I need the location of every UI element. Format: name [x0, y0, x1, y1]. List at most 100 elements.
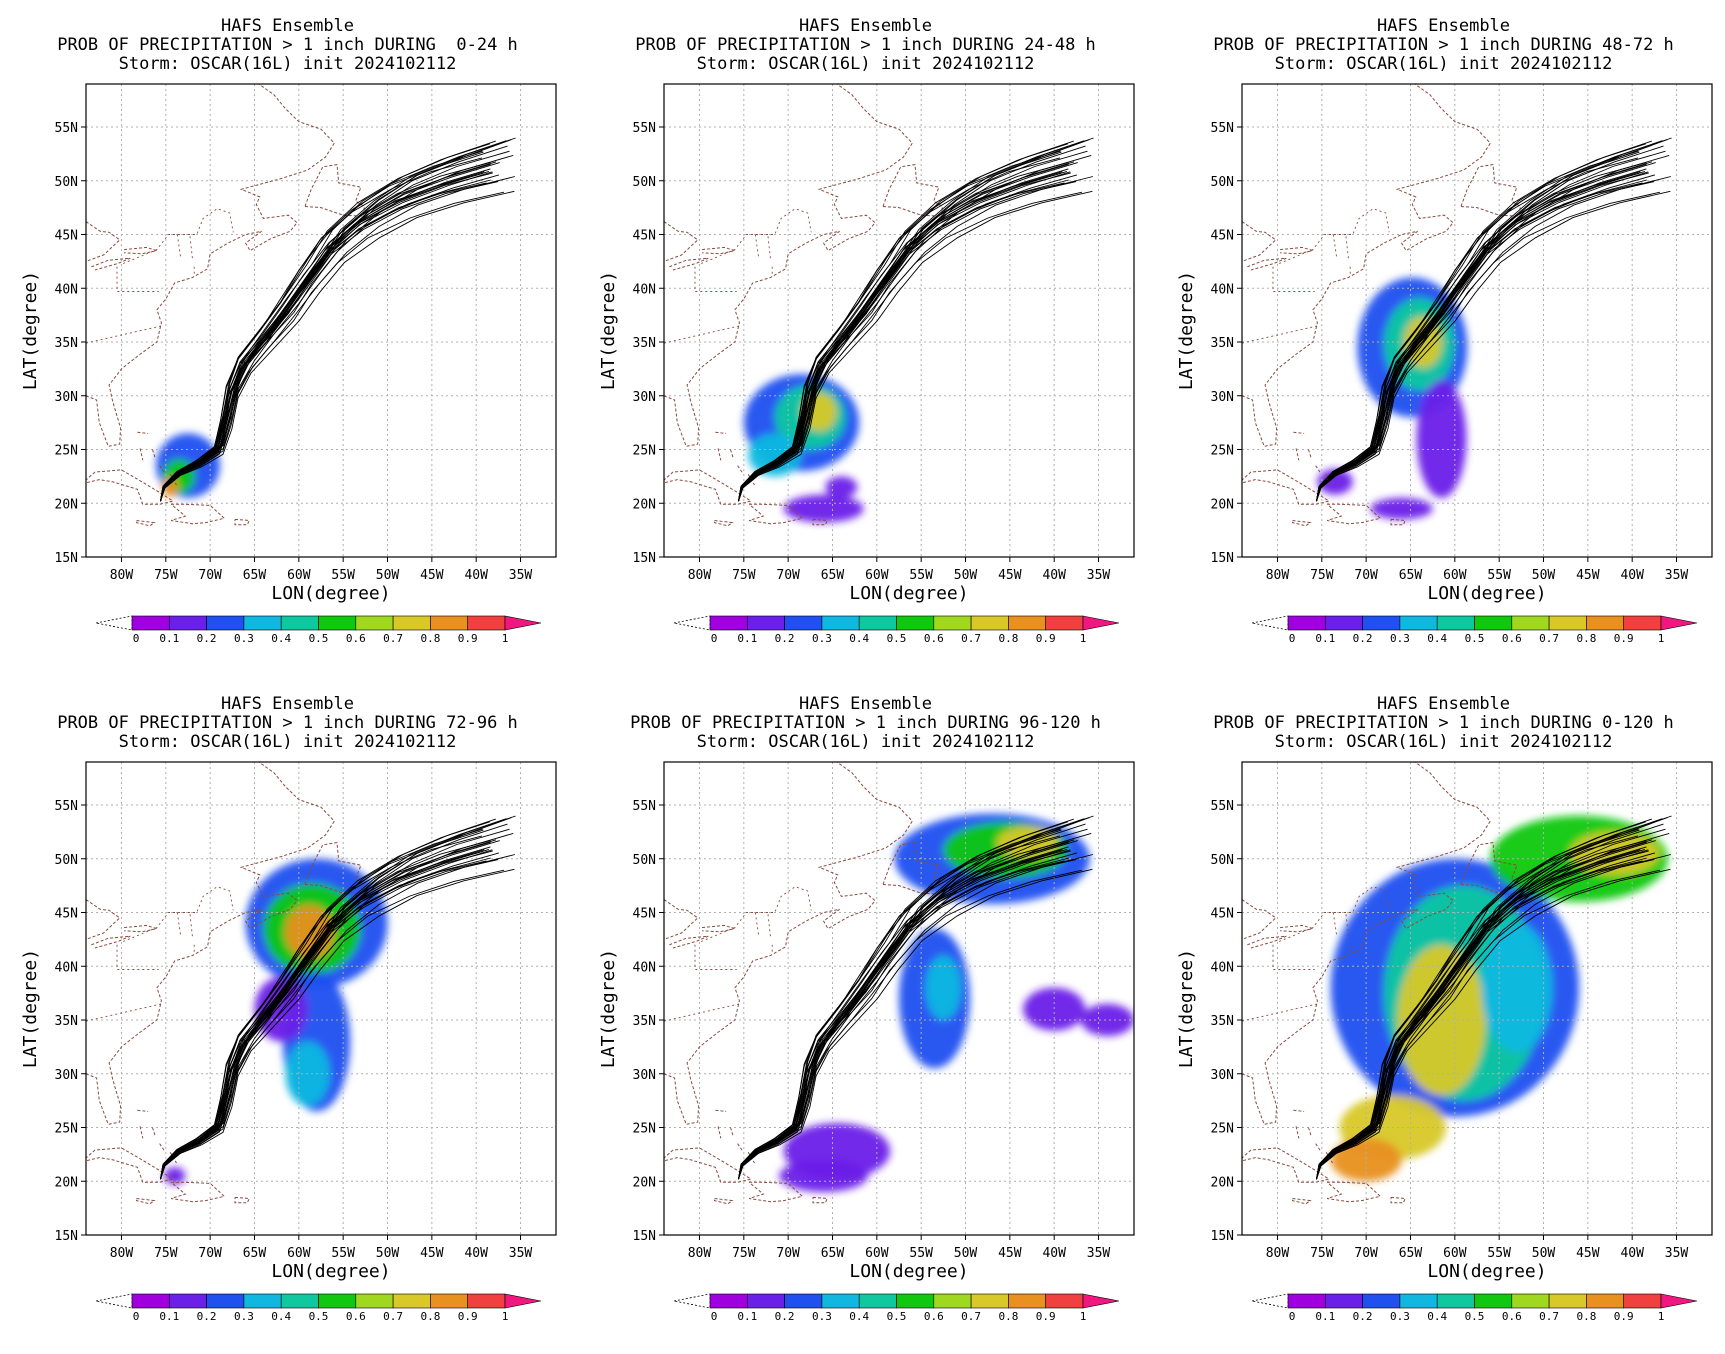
- colorbar-label: 0: [711, 632, 718, 645]
- colorbar-label: 0.9: [1614, 1310, 1634, 1323]
- precip-blob: [1481, 923, 1553, 1053]
- colorbar: 0 0.1 0.2 0.3 0.4 0.5 0.6 0.7 0.8 0.9 1: [673, 1293, 1120, 1323]
- storm-line: Storm: OSCAR(16L) init 2024102112: [1274, 732, 1613, 752]
- state-border: [86, 1003, 162, 1022]
- lon-tick-label: 75W: [1310, 1246, 1334, 1261]
- lat-tick-label: 25N: [633, 1122, 656, 1137]
- lat-tick-label: 45N: [1211, 907, 1234, 922]
- lon-tick-label: 75W: [1310, 568, 1334, 583]
- lat-tick-label: 25N: [55, 1122, 78, 1137]
- colorbar-label: 0.6: [346, 632, 366, 645]
- storm-track: [1316, 191, 1661, 502]
- colorbar-label: 0.1: [159, 632, 179, 645]
- map-area: [86, 84, 556, 557]
- state-border: [754, 912, 760, 938]
- precip-blob: [779, 1159, 868, 1192]
- storm-track: [738, 191, 1083, 502]
- lat-tick-label: 45N: [1211, 229, 1234, 244]
- state-border: [1345, 912, 1349, 937]
- map-plot: 80W 75W 70W 65W 60W 55W 50W 45W 40W 35W 55N 50N 45N 4…: [598, 761, 1135, 1323]
- storm-track: [738, 179, 1069, 502]
- coastline: [702, 924, 736, 933]
- panel-title: HAFS Ensemble: [798, 694, 933, 714]
- lon-tick-label: 45W: [1576, 568, 1600, 583]
- lon-tick-label: 75W: [154, 1246, 178, 1261]
- lon-tick-label: 45W: [420, 1246, 444, 1261]
- plot-frame: [1241, 83, 1713, 558]
- precip-field: [743, 374, 864, 523]
- storm-track: [160, 151, 484, 502]
- colorbar-label: 0.9: [458, 1310, 478, 1323]
- colorbar-label: 0.4: [1427, 632, 1447, 645]
- lon-tick-label: 55W: [909, 1246, 933, 1261]
- storm-track: [738, 869, 1083, 1180]
- coastline: [737, 1143, 743, 1151]
- storm-track: [160, 869, 505, 1180]
- panel-subtitle: PROB OF PRECIPITATION > 1 inch DURING 48…: [1213, 35, 1674, 55]
- y-axis-label: LAT(degree): [598, 949, 619, 1068]
- coastline: [1390, 1196, 1406, 1204]
- lat-tick-label: 45N: [55, 229, 78, 244]
- map-area: [86, 762, 556, 1235]
- colorbar-label: 1: [502, 632, 509, 645]
- colorbar-label: 0.5: [887, 1310, 907, 1323]
- lon-tick-label: 55W: [331, 568, 355, 583]
- coastline: [304, 842, 366, 895]
- state-border: [701, 208, 812, 264]
- coastline: [137, 431, 149, 434]
- storm-track: [738, 145, 1086, 502]
- colorbar-label: 1: [1080, 1310, 1087, 1323]
- coastline: [715, 1109, 727, 1112]
- colorbar-swatch: [1008, 1293, 1046, 1309]
- colorbar-label: 0.3: [812, 632, 832, 645]
- coastline: [1292, 520, 1312, 527]
- colorbar-label: 0: [1289, 632, 1296, 645]
- lat-tick-label: 50N: [633, 175, 656, 190]
- coastline: [1242, 469, 1331, 505]
- colorbar-swatch: [1548, 615, 1587, 631]
- coastline: [86, 221, 121, 262]
- coastline: [234, 518, 250, 526]
- lat-tick-label: 35N: [1211, 336, 1234, 351]
- storm-track: [1316, 823, 1664, 1180]
- lat-tick-label: 15N: [1211, 551, 1234, 566]
- colorbar-label: 0.3: [1390, 1310, 1410, 1323]
- lat-tick-label: 40N: [1211, 960, 1234, 975]
- colorbar-label: 0.5: [1465, 632, 1485, 645]
- y-axis-label: LAT(degree): [598, 271, 619, 390]
- colorbar-label: 0.3: [812, 1310, 832, 1323]
- storm-track: [1316, 869, 1661, 1180]
- coastline: [1295, 448, 1300, 461]
- panel-subtitle: PROB OF PRECIPITATION > 1 inch DURING 96…: [630, 713, 1101, 733]
- coastline: [730, 449, 734, 459]
- lon-tick-label: 80W: [688, 568, 712, 583]
- storm-line: Storm: OSCAR(16L) init 2024102112: [1274, 54, 1613, 74]
- colorbar: 0 0.1 0.2 0.3 0.4 0.5 0.6 0.7 0.8 0.9 1: [1251, 615, 1698, 645]
- colorbar-label: 0: [133, 1310, 140, 1323]
- coastline: [1460, 842, 1522, 895]
- colorbar-swatch: [1287, 615, 1326, 631]
- coastline: [136, 520, 156, 527]
- colorbar-label: 0.6: [1502, 632, 1522, 645]
- colorbar-swatch: [1623, 615, 1662, 631]
- colorbar-label: 0.4: [849, 1310, 869, 1323]
- coastline: [1295, 1126, 1300, 1139]
- precip-blob: [1370, 497, 1433, 520]
- lon-tick-label: 40W: [1620, 1246, 1644, 1261]
- lon-tick-label: 55W: [909, 568, 933, 583]
- colorbar-label: 0.2: [197, 632, 217, 645]
- x-axis-label: LON(degree): [849, 583, 968, 604]
- coastline: [124, 924, 158, 933]
- storm-line: Storm: OSCAR(16L) init 2024102112: [696, 732, 1035, 752]
- colorbar: 0 0.1 0.2 0.3 0.4 0.5 0.6 0.7 0.8 0.9 1: [1251, 1293, 1698, 1323]
- colorbar-swatch: [1586, 615, 1624, 631]
- storm-track: [1316, 829, 1640, 1180]
- precip-blob: [1397, 944, 1486, 1096]
- x-axis-label: LON(degree): [1427, 1261, 1546, 1282]
- lat-tick-label: 30N: [1211, 1068, 1234, 1083]
- storm-track: [160, 145, 508, 502]
- coastline: [1280, 924, 1314, 933]
- colorbar-swatch: [131, 615, 170, 631]
- colorbar-swatch: [1362, 1293, 1401, 1309]
- storm-track: [160, 829, 484, 1180]
